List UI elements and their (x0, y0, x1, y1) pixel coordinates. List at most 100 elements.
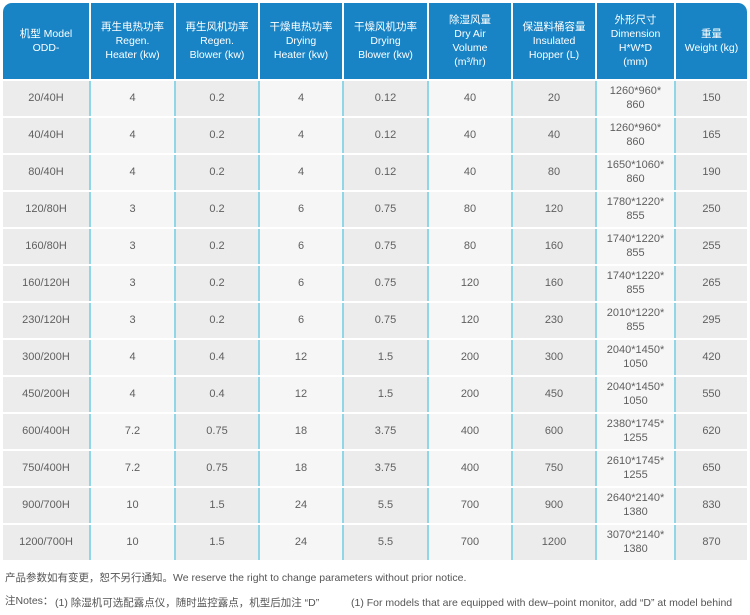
table-cell: 0.2 (174, 266, 258, 301)
table-cell: 0.2 (174, 155, 258, 190)
table-cell: 830 (674, 488, 747, 523)
table-cell: 3.75 (342, 414, 427, 449)
table-cell: 0.2 (174, 303, 258, 338)
table-cell: 2040*1450* 1050 (595, 377, 674, 412)
table-cell: 150 (674, 81, 747, 116)
table-cell: 1.5 (342, 340, 427, 375)
table-cell: 4 (258, 155, 342, 190)
table-cell: 1200 (511, 525, 595, 560)
table-header-row: 机型 Model ODD- 再生电热功率 Regen. Heater (kw) 再生… (3, 3, 747, 79)
table-cell: 0.12 (342, 118, 427, 153)
table-cell: 265 (674, 266, 747, 301)
table-row: 120/80H 3 0.2 6 0.75 80 120 1780*1220* 855 250 (3, 192, 747, 229)
notes-english: (1) For models that are equipped with de… (351, 593, 745, 615)
notes-chinese: (1) 除湿机可选配露点仪，随时监控露点，机型后加注 “D” (2) 机器电压规… (55, 593, 351, 615)
table-cell: 3.75 (342, 451, 427, 486)
model-cell: 120/80H (3, 192, 89, 227)
spec-table: 机型 Model ODD- 再生电热功率 Regen. Heater (kw) 再生… (3, 3, 747, 560)
table-cell: 0.75 (342, 266, 427, 301)
table-cell: 4 (89, 155, 174, 190)
table-cell: 620 (674, 414, 747, 449)
column-header: 保温料桶容量 Insulated Hopper (L) (511, 3, 595, 79)
table-cell: 0.4 (174, 377, 258, 412)
table-cell: 0.12 (342, 81, 427, 116)
table-cell: 1780*1220* 855 (595, 192, 674, 227)
table-row: 160/80H 3 0.2 6 0.75 80 160 1740*1220* 855 255 (3, 229, 747, 266)
table-row: 1200/700H 10 1.5 24 5.5 700 1200 3070*2140* 138… (3, 525, 747, 560)
table-cell: 200 (427, 377, 511, 412)
model-cell: 300/200H (3, 340, 89, 375)
table-cell: 0.4 (174, 340, 258, 375)
table-cell: 5.5 (342, 525, 427, 560)
table-row: 750/400H 7.2 0.75 18 3.75 400 750 2610*1745* 12… (3, 451, 747, 488)
table-cell: 165 (674, 118, 747, 153)
model-cell: 600/400H (3, 414, 89, 449)
table-body: 20/40H 4 0.2 4 0.12 40 20 1260*960* 860 150 40/40… (3, 81, 747, 560)
table-row: 40/40H 4 0.2 4 0.12 40 40 1260*960* 860 165 (3, 118, 747, 155)
model-cell: 1200/700H (3, 525, 89, 560)
table-cell: 255 (674, 229, 747, 264)
table-cell: 3 (89, 229, 174, 264)
table-cell: 700 (427, 488, 511, 523)
table-row: 80/40H 4 0.2 4 0.12 40 80 1650*1060* 860 190 (3, 155, 747, 192)
table-cell: 400 (427, 414, 511, 449)
notes-label: 注Notes： (5, 595, 54, 607)
table-cell: 120 (511, 192, 595, 227)
table-cell: 550 (674, 377, 747, 412)
table-row: 300/200H 4 0.4 12 1.5 200 300 2040*1450* 1050 42… (3, 340, 747, 377)
table-cell: 20 (511, 81, 595, 116)
table-cell: 18 (258, 414, 342, 449)
table-cell: 0.75 (342, 303, 427, 338)
table-cell: 24 (258, 488, 342, 523)
table-cell: 0.2 (174, 192, 258, 227)
table-cell: 295 (674, 303, 747, 338)
table-cell: 4 (258, 81, 342, 116)
table-cell: 12 (258, 340, 342, 375)
table-cell: 4 (89, 118, 174, 153)
table-cell: 18 (258, 451, 342, 486)
table-cell: 750 (511, 451, 595, 486)
table-cell: 4 (89, 377, 174, 412)
table-cell: 6 (258, 192, 342, 227)
table-cell: 4 (258, 118, 342, 153)
table-cell: 420 (674, 340, 747, 375)
table-row: 600/400H 7.2 0.75 18 3.75 400 600 2380*1745* 12… (3, 414, 747, 451)
table-cell: 0.2 (174, 229, 258, 264)
table-cell: 1.5 (342, 377, 427, 412)
table-cell: 160 (511, 229, 595, 264)
table-cell: 40 (427, 155, 511, 190)
table-cell: 120 (427, 303, 511, 338)
table-cell: 1740*1220* 855 (595, 229, 674, 264)
table-cell: 650 (674, 451, 747, 486)
column-header: 外形尺寸 Dimension H*W*D (mm) (595, 3, 674, 79)
table-cell: 300 (511, 340, 595, 375)
column-header: 再生风机功率 Regen. Blower (kw) (174, 3, 258, 79)
table-cell: 80 (511, 155, 595, 190)
column-header: 机型 Model ODD- (3, 3, 89, 79)
model-cell: 900/700H (3, 488, 89, 523)
table-cell: 190 (674, 155, 747, 190)
table-row: 160/120H 3 0.2 6 0.75 120 160 1740*1220* 855 265 (3, 266, 747, 303)
table-cell: 160 (511, 266, 595, 301)
table-cell: 40 (511, 118, 595, 153)
table-cell: 7.2 (89, 451, 174, 486)
column-header: 重量 Weight (kg) (674, 3, 747, 79)
table-row: 450/200H 4 0.4 12 1.5 200 450 2040*1450* 1050 55… (3, 377, 747, 414)
table-cell: 0.75 (342, 229, 427, 264)
table-cell: 1.5 (174, 525, 258, 560)
table-row: 20/40H 4 0.2 4 0.12 40 20 1260*960* 860 150 (3, 81, 747, 118)
table-cell: 450 (511, 377, 595, 412)
table-cell: 1260*960* 860 (595, 81, 674, 116)
model-cell: 80/40H (3, 155, 89, 190)
table-cell: 2010*1220* 855 (595, 303, 674, 338)
table-row: 230/120H 3 0.2 6 0.75 120 230 2010*1220* 855 295 (3, 303, 747, 340)
note-cn-1: (1) 除湿机可选配露点仪，随时监控露点，机型后加注 “D” (55, 597, 320, 609)
table-cell: 3070*2140* 1380 (595, 525, 674, 560)
table-cell: 10 (89, 525, 174, 560)
model-cell: 230/120H (3, 303, 89, 338)
table-cell: 80 (427, 229, 511, 264)
table-cell: 1260*960* 860 (595, 118, 674, 153)
table-cell: 6 (258, 266, 342, 301)
table-cell: 230 (511, 303, 595, 338)
